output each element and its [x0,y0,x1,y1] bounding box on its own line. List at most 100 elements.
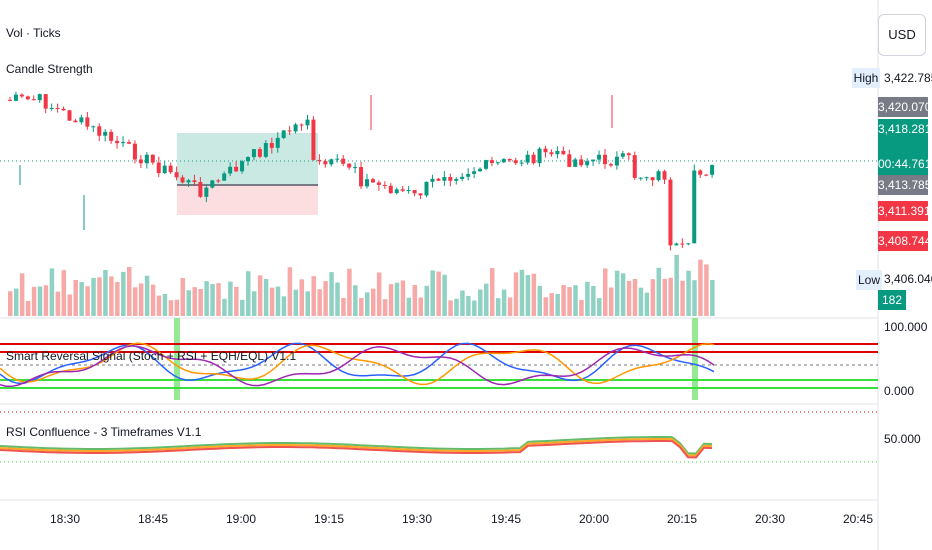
candle [579,159,584,166]
candle [353,167,358,169]
candle [406,190,411,192]
candle [8,99,12,101]
indicator1-title[interactable]: Smart Reversal Signal (Stoch + RSI + EQH… [6,349,297,363]
volume-bar [43,285,49,316]
volume-bar [222,298,227,316]
position-loss-zone [177,185,318,215]
candle [43,94,48,109]
candle [91,126,96,128]
candle [388,185,393,194]
candle [73,120,78,123]
signal-highlight [692,318,698,400]
volume-bar [561,285,566,316]
candle [376,182,381,185]
candle [138,159,143,164]
volume-bar [103,269,108,316]
candle [567,154,572,167]
volume-bar [341,297,346,316]
volume-bar [531,273,537,316]
candle [67,110,72,121]
volume-bar [335,282,340,316]
candle [638,177,643,179]
high-label: High [852,68,880,88]
volume-bar [281,296,287,316]
volume-bar [472,300,477,316]
volume-bar [400,280,406,316]
volume-bar [507,297,513,316]
volume-bar [513,272,519,316]
volume-bar [662,278,667,316]
volume-bar [174,299,180,316]
candle [591,159,596,162]
candle [513,160,518,164]
volume-bar [25,300,31,316]
volume-bar [49,268,55,316]
candle [472,171,477,174]
candle [495,162,500,164]
low-value: 3,406.040 [884,272,932,286]
candle [698,170,703,175]
currency-button[interactable]: USD [878,14,926,56]
volume-bar [710,279,715,316]
volume-bar [55,291,61,316]
volume-bar [299,279,305,316]
candle [323,161,328,165]
candle [281,130,286,138]
candle [436,178,441,181]
candle [61,108,66,111]
volume-bar [234,286,239,316]
candle [269,143,274,148]
candle [573,159,578,167]
rsi-tf1-line [0,436,713,455]
volume-bar [85,286,90,316]
indicator2-title[interactable]: RSI Confluence - 3 Timeframes V1.1 [6,425,202,439]
volume-bar [656,267,662,316]
candle [228,166,233,174]
candle [204,187,209,197]
candle [127,142,131,144]
candle [448,177,453,181]
candle [442,177,447,181]
candle [644,177,649,179]
volume-bar [436,271,441,316]
candle [543,148,548,153]
candle [144,154,149,164]
candle [103,131,108,136]
candle [287,130,292,132]
volume-bar [495,298,501,316]
candle [246,157,250,162]
indicator2-axis-mid: 50.000 [884,432,921,446]
volume-bar [632,278,638,316]
candle [614,156,619,166]
candle [370,179,375,183]
candle [424,181,429,196]
indicator1-axis-bottom: 0.000 [884,384,915,398]
volume-bar [246,271,251,316]
volume-bar [37,286,43,316]
volume-bar [305,291,310,316]
candle [263,143,268,157]
candle [501,159,506,163]
time-tick-2015: 20:15 [666,512,698,526]
rsi-tf3-line [0,440,713,459]
candle [507,159,512,161]
candle [79,117,84,123]
volume-bar [31,286,37,316]
volume-bar [406,297,412,316]
volume-bar [192,287,197,316]
volume-bar [573,285,578,316]
volume-bar [597,298,602,316]
candle [680,243,685,245]
volume-bar [109,276,114,316]
candle [97,126,102,136]
volume-bar [216,283,221,316]
volume-bar [275,286,281,316]
volume-bar [579,299,584,316]
volume-bar [650,279,656,316]
volume-bar [8,291,13,316]
volume-bar [376,272,382,316]
volume-bar [704,264,709,316]
volume-bar [537,285,543,316]
volume-bar [686,270,691,316]
